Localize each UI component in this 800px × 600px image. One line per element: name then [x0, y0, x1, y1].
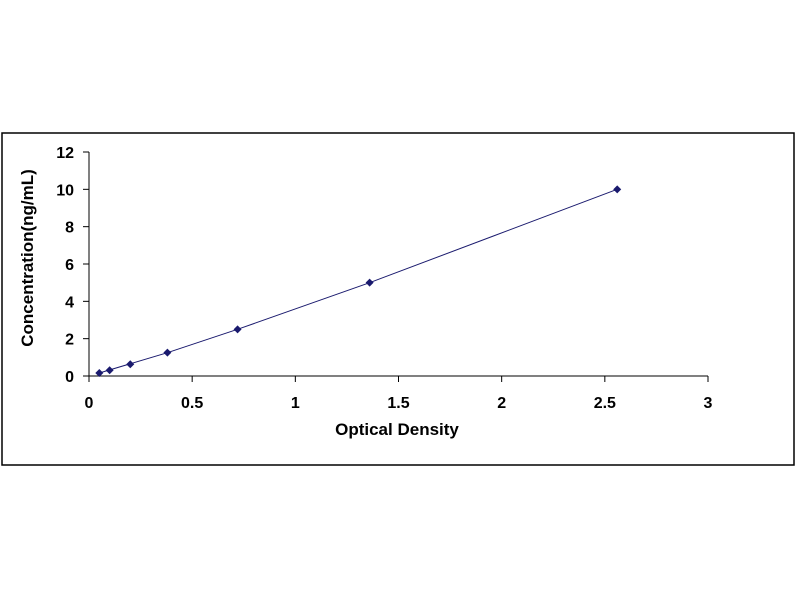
- y-tick-label: 2: [65, 332, 74, 349]
- x-tick-label: 1.5: [387, 395, 409, 412]
- x-tick-label: 1: [291, 395, 300, 412]
- y-tick-label: 4: [65, 294, 74, 311]
- y-axis-label: Concentration(ng/mL): [18, 169, 37, 347]
- data-point: [233, 325, 242, 334]
- y-tick-label: 6: [65, 257, 74, 274]
- data-point: [613, 185, 622, 194]
- x-tick-label: 2.5: [594, 395, 616, 412]
- y-tick-label: 12: [56, 145, 74, 162]
- x-tick-label: 3: [704, 395, 713, 412]
- y-tick-label: 0: [65, 369, 74, 386]
- x-tick-label: 2: [497, 395, 506, 412]
- plot-area: [95, 185, 622, 378]
- x-tick-label: 0: [85, 395, 94, 412]
- data-point: [126, 360, 135, 369]
- chart-border: [1, 132, 795, 466]
- x-axis-label: Optical Density: [335, 420, 459, 439]
- data-point: [163, 348, 172, 357]
- y-tick-label: 10: [56, 182, 74, 199]
- data-point: [95, 369, 104, 378]
- data-point: [365, 278, 374, 287]
- fit-curve: [99, 188, 618, 374]
- data-point: [105, 366, 114, 375]
- x-tick-label: 0.5: [181, 395, 203, 412]
- y-tick-label: 8: [65, 220, 74, 237]
- ticks: 0 0.5 1 1.5 2 2.5 3 0 2 4 6 8 10 12: [56, 145, 712, 412]
